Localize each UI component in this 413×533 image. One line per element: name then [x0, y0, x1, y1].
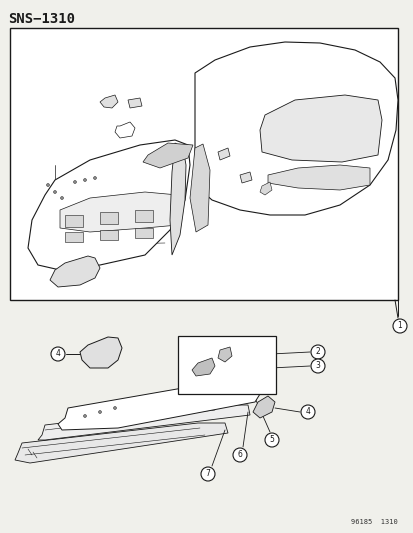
Circle shape: [83, 415, 86, 417]
Bar: [10, 28, 397, 300]
Polygon shape: [28, 140, 190, 270]
Polygon shape: [142, 143, 192, 168]
Text: 5: 5: [269, 435, 274, 445]
Circle shape: [310, 359, 324, 373]
Polygon shape: [218, 148, 230, 160]
Text: 6: 6: [237, 450, 242, 459]
Polygon shape: [135, 210, 153, 222]
Circle shape: [310, 345, 324, 359]
Circle shape: [113, 407, 116, 409]
Circle shape: [46, 183, 50, 187]
Polygon shape: [100, 230, 118, 240]
Polygon shape: [65, 232, 83, 242]
Circle shape: [300, 405, 314, 419]
Polygon shape: [65, 215, 83, 227]
Text: 4: 4: [55, 350, 60, 359]
Polygon shape: [135, 228, 153, 238]
Text: 96185  1310: 96185 1310: [350, 519, 397, 525]
Circle shape: [83, 179, 86, 182]
Circle shape: [53, 190, 56, 193]
Polygon shape: [267, 165, 369, 190]
Polygon shape: [50, 256, 100, 287]
Polygon shape: [170, 143, 185, 255]
Circle shape: [60, 197, 63, 199]
Text: 4: 4: [305, 408, 310, 416]
Polygon shape: [58, 385, 259, 430]
Bar: [178, 336, 275, 394]
Circle shape: [233, 448, 247, 462]
Polygon shape: [252, 396, 274, 418]
Polygon shape: [190, 144, 209, 232]
Circle shape: [201, 467, 214, 481]
Circle shape: [264, 433, 278, 447]
Polygon shape: [100, 95, 118, 108]
Text: 7: 7: [205, 470, 210, 479]
Polygon shape: [80, 337, 122, 368]
Polygon shape: [218, 347, 231, 362]
Polygon shape: [240, 172, 252, 183]
Text: SNS−1310: SNS−1310: [8, 12, 75, 26]
Circle shape: [93, 176, 96, 180]
Polygon shape: [38, 405, 249, 440]
Circle shape: [74, 181, 76, 183]
Polygon shape: [115, 122, 135, 138]
Circle shape: [51, 347, 65, 361]
Circle shape: [392, 319, 406, 333]
Polygon shape: [60, 192, 178, 232]
Polygon shape: [192, 358, 214, 376]
Text: 2: 2: [315, 348, 320, 357]
Polygon shape: [15, 423, 228, 463]
Polygon shape: [100, 212, 118, 224]
Circle shape: [98, 410, 101, 414]
Text: 3: 3: [315, 361, 320, 370]
Text: 1: 1: [396, 321, 401, 330]
Polygon shape: [259, 182, 271, 195]
Polygon shape: [195, 42, 397, 215]
Polygon shape: [259, 95, 381, 162]
Polygon shape: [128, 98, 142, 108]
